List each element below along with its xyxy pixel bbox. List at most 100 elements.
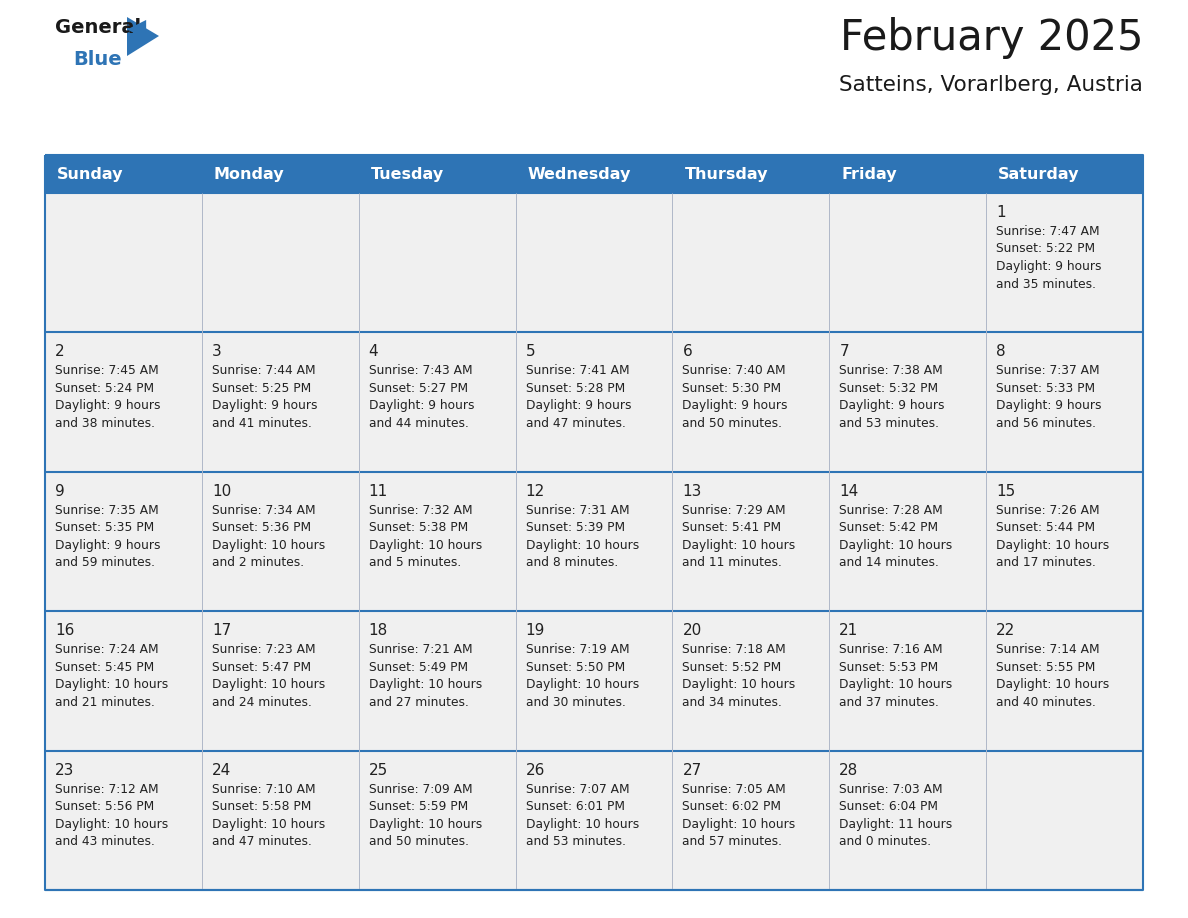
Text: 12: 12 bbox=[525, 484, 545, 498]
Text: and 47 minutes.: and 47 minutes. bbox=[525, 417, 625, 430]
Text: Sunset: 5:42 PM: Sunset: 5:42 PM bbox=[839, 521, 939, 534]
Bar bbox=[45, 155, 1143, 193]
Text: Daylight: 10 hours: Daylight: 10 hours bbox=[55, 678, 169, 691]
Text: Daylight: 10 hours: Daylight: 10 hours bbox=[682, 818, 796, 831]
Text: Sunrise: 7:43 AM: Sunrise: 7:43 AM bbox=[368, 364, 473, 377]
Text: Daylight: 10 hours: Daylight: 10 hours bbox=[211, 539, 326, 552]
Text: 14: 14 bbox=[839, 484, 859, 498]
Text: February 2025: February 2025 bbox=[840, 17, 1143, 59]
Text: Sunset: 5:25 PM: Sunset: 5:25 PM bbox=[211, 382, 311, 395]
Text: Daylight: 10 hours: Daylight: 10 hours bbox=[368, 678, 482, 691]
Text: Sunrise: 7:19 AM: Sunrise: 7:19 AM bbox=[525, 644, 630, 656]
Text: and 47 minutes.: and 47 minutes. bbox=[211, 835, 311, 848]
Bar bbox=[45, 472, 1143, 611]
Text: Monday: Monday bbox=[214, 166, 284, 182]
Text: 18: 18 bbox=[368, 623, 388, 638]
Text: and 50 minutes.: and 50 minutes. bbox=[682, 417, 783, 430]
Text: and 34 minutes.: and 34 minutes. bbox=[682, 696, 783, 709]
Text: Daylight: 10 hours: Daylight: 10 hours bbox=[211, 818, 326, 831]
Text: Sunset: 5:41 PM: Sunset: 5:41 PM bbox=[682, 521, 782, 534]
Text: and 53 minutes.: and 53 minutes. bbox=[525, 835, 626, 848]
Text: General: General bbox=[55, 18, 141, 37]
Text: 20: 20 bbox=[682, 623, 702, 638]
Text: Daylight: 10 hours: Daylight: 10 hours bbox=[211, 678, 326, 691]
Text: Sunset: 6:04 PM: Sunset: 6:04 PM bbox=[839, 800, 939, 813]
Text: Sunrise: 7:41 AM: Sunrise: 7:41 AM bbox=[525, 364, 630, 377]
Text: Sunset: 5:45 PM: Sunset: 5:45 PM bbox=[55, 661, 154, 674]
Text: 6: 6 bbox=[682, 344, 693, 360]
Text: and 11 minutes.: and 11 minutes. bbox=[682, 556, 783, 569]
Text: Sunrise: 7:12 AM: Sunrise: 7:12 AM bbox=[55, 783, 159, 796]
Text: Daylight: 10 hours: Daylight: 10 hours bbox=[682, 539, 796, 552]
Text: Satteins, Vorarlberg, Austria: Satteins, Vorarlberg, Austria bbox=[839, 75, 1143, 95]
Text: and 35 minutes.: and 35 minutes. bbox=[997, 277, 1097, 290]
Text: Tuesday: Tuesday bbox=[371, 166, 444, 182]
Text: and 2 minutes.: and 2 minutes. bbox=[211, 556, 304, 569]
Text: Sunset: 5:49 PM: Sunset: 5:49 PM bbox=[368, 661, 468, 674]
Bar bbox=[45, 332, 1143, 472]
Text: Sunrise: 7:23 AM: Sunrise: 7:23 AM bbox=[211, 644, 316, 656]
Text: 7: 7 bbox=[839, 344, 849, 360]
Text: Daylight: 9 hours: Daylight: 9 hours bbox=[368, 399, 474, 412]
Text: Sunrise: 7:35 AM: Sunrise: 7:35 AM bbox=[55, 504, 159, 517]
Text: Sunset: 5:24 PM: Sunset: 5:24 PM bbox=[55, 382, 154, 395]
Text: and 0 minutes.: and 0 minutes. bbox=[839, 835, 931, 848]
Text: 11: 11 bbox=[368, 484, 388, 498]
Text: Blue: Blue bbox=[72, 50, 121, 69]
Text: Sunrise: 7:24 AM: Sunrise: 7:24 AM bbox=[55, 644, 159, 656]
Text: Daylight: 10 hours: Daylight: 10 hours bbox=[997, 539, 1110, 552]
Text: 15: 15 bbox=[997, 484, 1016, 498]
Text: and 27 minutes.: and 27 minutes. bbox=[368, 696, 468, 709]
Text: 5: 5 bbox=[525, 344, 536, 360]
Text: Sunrise: 7:44 AM: Sunrise: 7:44 AM bbox=[211, 364, 316, 377]
Text: Sunrise: 7:32 AM: Sunrise: 7:32 AM bbox=[368, 504, 473, 517]
Text: Sunset: 6:01 PM: Sunset: 6:01 PM bbox=[525, 800, 625, 813]
Text: 1: 1 bbox=[997, 205, 1006, 220]
Text: and 5 minutes.: and 5 minutes. bbox=[368, 556, 461, 569]
Text: Sunset: 5:55 PM: Sunset: 5:55 PM bbox=[997, 661, 1095, 674]
Text: Sunset: 5:28 PM: Sunset: 5:28 PM bbox=[525, 382, 625, 395]
Text: Sunset: 5:36 PM: Sunset: 5:36 PM bbox=[211, 521, 311, 534]
Text: Sunset: 6:02 PM: Sunset: 6:02 PM bbox=[682, 800, 782, 813]
Text: Sunset: 5:33 PM: Sunset: 5:33 PM bbox=[997, 382, 1095, 395]
Bar bbox=[45, 751, 1143, 890]
Text: 26: 26 bbox=[525, 763, 545, 778]
Text: Daylight: 10 hours: Daylight: 10 hours bbox=[682, 678, 796, 691]
Text: Thursday: Thursday bbox=[684, 166, 767, 182]
Text: and 14 minutes.: and 14 minutes. bbox=[839, 556, 940, 569]
Text: 19: 19 bbox=[525, 623, 545, 638]
Bar bbox=[45, 193, 1143, 332]
Text: Daylight: 9 hours: Daylight: 9 hours bbox=[839, 399, 944, 412]
Text: 28: 28 bbox=[839, 763, 859, 778]
Text: Sunset: 5:53 PM: Sunset: 5:53 PM bbox=[839, 661, 939, 674]
Text: Sunrise: 7:31 AM: Sunrise: 7:31 AM bbox=[525, 504, 630, 517]
Text: Daylight: 10 hours: Daylight: 10 hours bbox=[525, 818, 639, 831]
Text: Daylight: 9 hours: Daylight: 9 hours bbox=[211, 399, 317, 412]
Text: 3: 3 bbox=[211, 344, 222, 360]
Text: 10: 10 bbox=[211, 484, 232, 498]
Text: Sunset: 5:30 PM: Sunset: 5:30 PM bbox=[682, 382, 782, 395]
Text: Sunrise: 7:40 AM: Sunrise: 7:40 AM bbox=[682, 364, 786, 377]
Text: 27: 27 bbox=[682, 763, 702, 778]
Text: and 41 minutes.: and 41 minutes. bbox=[211, 417, 311, 430]
Text: Daylight: 10 hours: Daylight: 10 hours bbox=[839, 678, 953, 691]
Text: Sunset: 5:59 PM: Sunset: 5:59 PM bbox=[368, 800, 468, 813]
Text: Daylight: 11 hours: Daylight: 11 hours bbox=[839, 818, 953, 831]
Text: Sunrise: 7:26 AM: Sunrise: 7:26 AM bbox=[997, 504, 1100, 517]
Text: Daylight: 10 hours: Daylight: 10 hours bbox=[839, 539, 953, 552]
Text: Sunrise: 7:07 AM: Sunrise: 7:07 AM bbox=[525, 783, 630, 796]
Bar bbox=[45, 611, 1143, 751]
Text: Sunrise: 7:16 AM: Sunrise: 7:16 AM bbox=[839, 644, 943, 656]
Text: Sunday: Sunday bbox=[57, 166, 124, 182]
Text: Sunset: 5:47 PM: Sunset: 5:47 PM bbox=[211, 661, 311, 674]
Text: and 17 minutes.: and 17 minutes. bbox=[997, 556, 1097, 569]
Text: Sunset: 5:35 PM: Sunset: 5:35 PM bbox=[55, 521, 154, 534]
Text: and 24 minutes.: and 24 minutes. bbox=[211, 696, 311, 709]
Text: Sunset: 5:58 PM: Sunset: 5:58 PM bbox=[211, 800, 311, 813]
Text: and 40 minutes.: and 40 minutes. bbox=[997, 696, 1097, 709]
Text: Daylight: 9 hours: Daylight: 9 hours bbox=[55, 399, 160, 412]
Text: Sunrise: 7:38 AM: Sunrise: 7:38 AM bbox=[839, 364, 943, 377]
Text: Sunset: 5:27 PM: Sunset: 5:27 PM bbox=[368, 382, 468, 395]
Text: 24: 24 bbox=[211, 763, 232, 778]
Text: Sunrise: 7:45 AM: Sunrise: 7:45 AM bbox=[55, 364, 159, 377]
